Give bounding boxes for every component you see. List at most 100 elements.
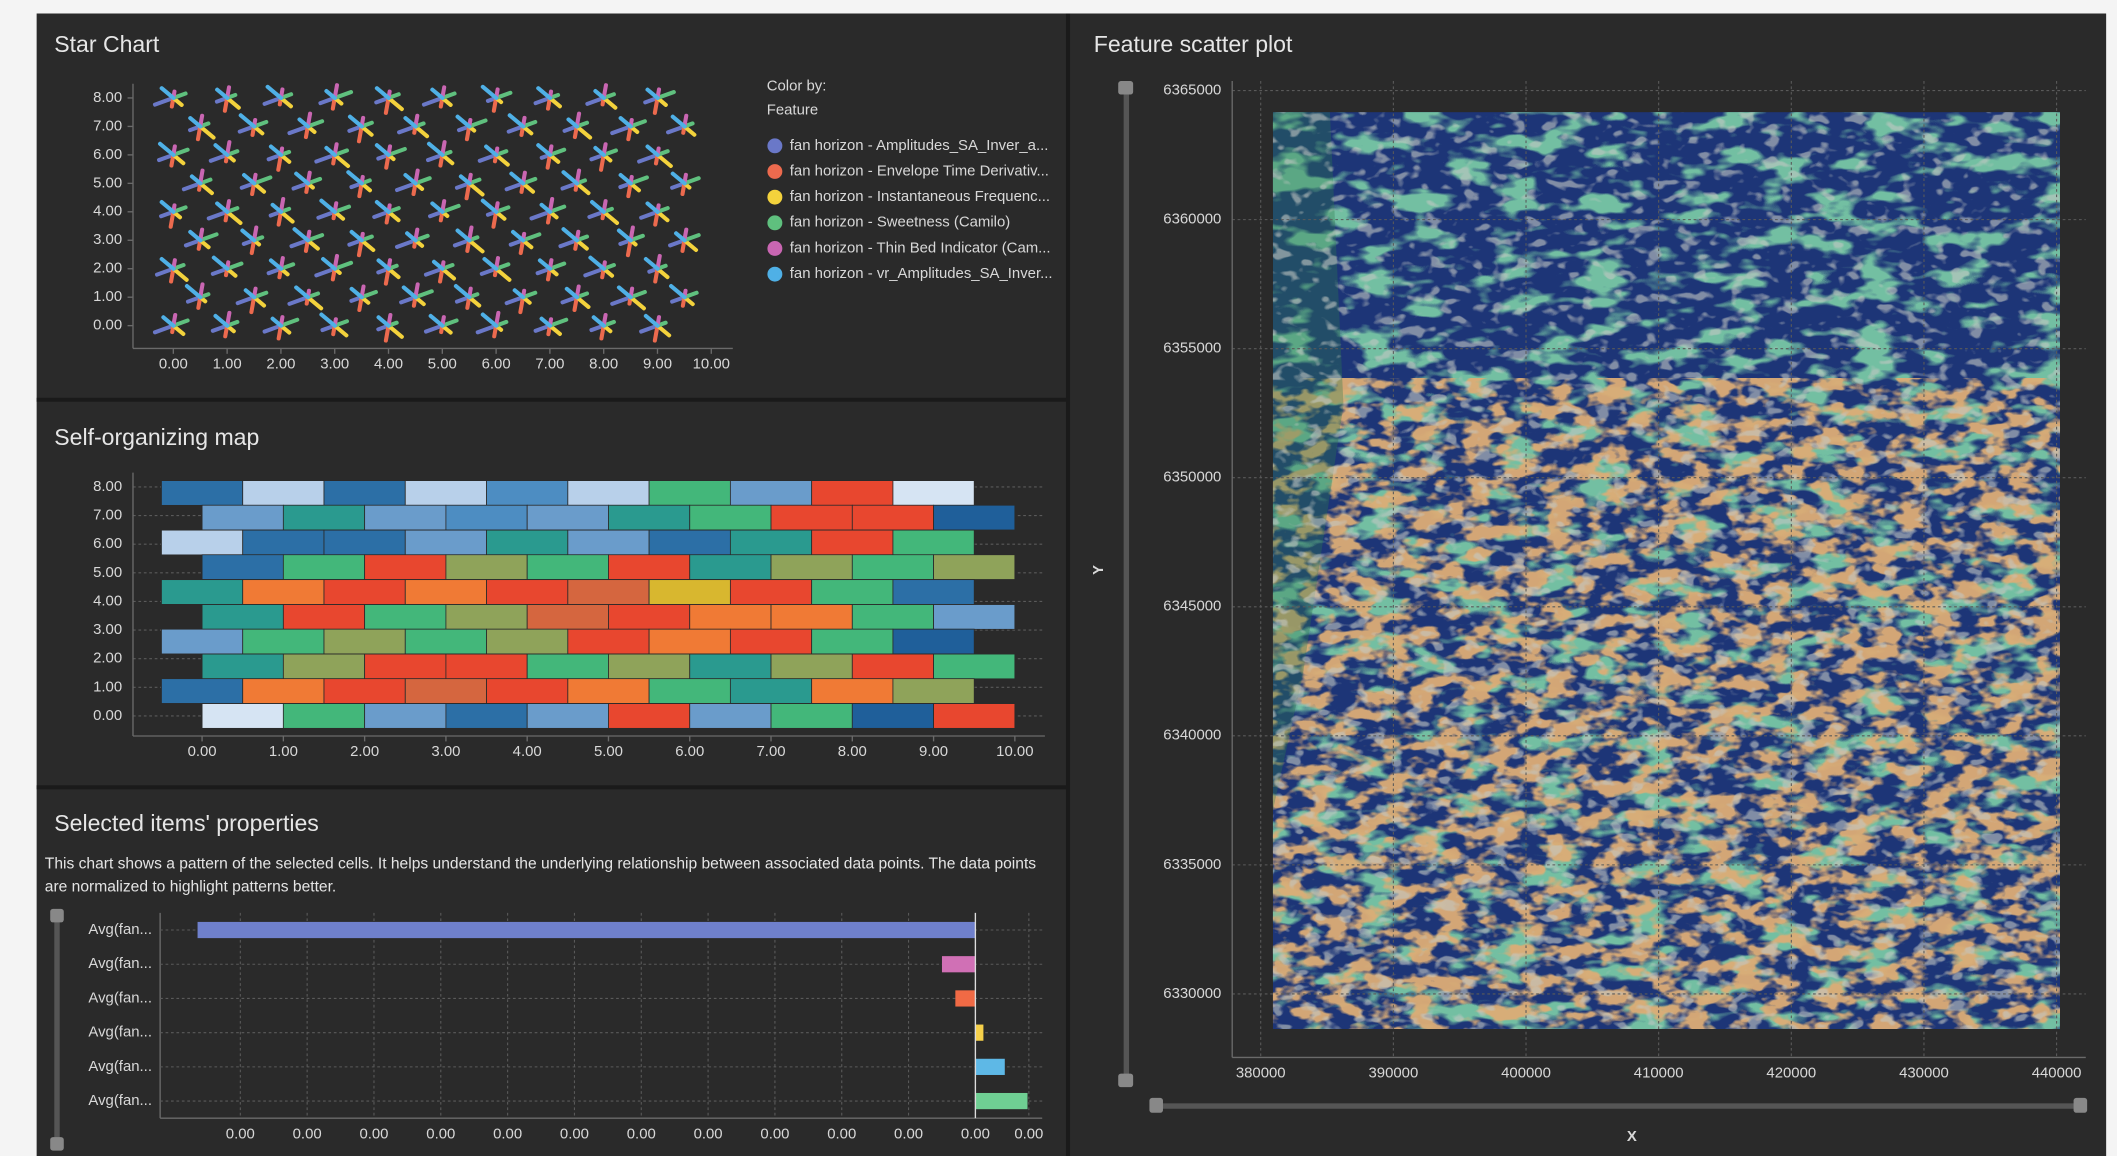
som-cell bbox=[283, 704, 364, 729]
x-tick-label: 380000 bbox=[1236, 1066, 1286, 1082]
som-cell bbox=[487, 530, 568, 555]
x-tick-label: 420000 bbox=[1766, 1066, 1816, 1082]
som-cell bbox=[405, 679, 486, 704]
slider-handle[interactable] bbox=[1118, 1074, 1133, 1088]
som-cell bbox=[405, 629, 486, 654]
som-cell bbox=[568, 629, 649, 654]
som-cell bbox=[202, 505, 283, 530]
som-cell bbox=[934, 505, 1015, 530]
som-cell bbox=[934, 654, 1015, 679]
som-cell bbox=[812, 580, 893, 605]
som-cell bbox=[365, 704, 446, 729]
x-tick-label: 0.00 bbox=[894, 1126, 923, 1142]
x-tick-label: 3.00 bbox=[320, 357, 349, 373]
legend-label: fan horizon - vr_Amplitudes_SA_Inver... bbox=[790, 266, 1053, 282]
som-cell bbox=[690, 605, 771, 630]
som-cell bbox=[934, 605, 1015, 630]
x-tick-label: 5.00 bbox=[428, 357, 457, 373]
y-tick-label: 7.00 bbox=[93, 118, 122, 134]
som-cell bbox=[324, 679, 405, 704]
som-cell bbox=[405, 481, 486, 506]
y-tick-label: 2.00 bbox=[93, 261, 122, 277]
som-cell bbox=[243, 629, 324, 654]
legend-label: fan horizon - Amplitudes_SA_Inver_a... bbox=[790, 138, 1049, 154]
som-cell bbox=[608, 555, 689, 580]
x-tick-label: 0.00 bbox=[359, 1126, 388, 1142]
panel-title: Star Chart bbox=[54, 31, 160, 57]
y-tick-label: 8.00 bbox=[93, 479, 122, 495]
som-cell bbox=[812, 679, 893, 704]
som-cell bbox=[324, 629, 405, 654]
som-cell bbox=[852, 505, 933, 530]
som-cell bbox=[852, 605, 933, 630]
som-cell bbox=[649, 629, 730, 654]
legend-subtitle: Feature bbox=[767, 103, 818, 119]
som-cell bbox=[446, 505, 527, 530]
slider-handle[interactable] bbox=[1118, 81, 1133, 95]
y-tick-label: 8.00 bbox=[93, 90, 122, 106]
x-tick-label: 440000 bbox=[2032, 1066, 2082, 1082]
x-tick-label: 10.00 bbox=[996, 744, 1033, 760]
som-cell bbox=[893, 580, 974, 605]
scatter-texture bbox=[1262, 112, 2060, 1029]
som-cell bbox=[730, 580, 811, 605]
som-cell bbox=[690, 505, 771, 530]
legend-swatch bbox=[767, 215, 782, 230]
som-cell bbox=[243, 481, 324, 506]
som-cell bbox=[161, 629, 242, 654]
y-tick-label: Avg(fan... bbox=[88, 956, 152, 972]
som-cell bbox=[812, 629, 893, 654]
y-tick-label: 6365000 bbox=[1163, 83, 1221, 99]
legend-label: fan horizon - Thin Bed Indicator (Cam... bbox=[790, 240, 1051, 256]
som-cell bbox=[608, 505, 689, 530]
x-tick-label: 430000 bbox=[1899, 1066, 1949, 1082]
y-tick-label: 0.00 bbox=[93, 708, 122, 724]
som-cell bbox=[405, 580, 486, 605]
som-cell bbox=[812, 481, 893, 506]
x-tick-label: 0.00 bbox=[627, 1126, 656, 1142]
som-cell bbox=[487, 580, 568, 605]
legend-label: fan horizon - Envelope Time Derivativ... bbox=[790, 163, 1049, 179]
y-tick-label: 4.00 bbox=[93, 204, 122, 220]
y-tick-label: 7.00 bbox=[93, 508, 122, 524]
slider-handle[interactable] bbox=[50, 909, 64, 923]
slider-handle[interactable] bbox=[1149, 1098, 1163, 1113]
som-cell bbox=[852, 555, 933, 580]
x-tick-label: 0.00 bbox=[1014, 1126, 1043, 1142]
bar bbox=[955, 990, 975, 1006]
som-cell bbox=[365, 555, 446, 580]
y-tick-label: 6330000 bbox=[1163, 986, 1221, 1002]
x-tick-label: 6.00 bbox=[675, 744, 704, 760]
som-cell bbox=[568, 530, 649, 555]
som-cell bbox=[771, 555, 852, 580]
x-tick-label: 10.00 bbox=[693, 357, 730, 373]
bar bbox=[942, 956, 975, 972]
som-cell bbox=[608, 605, 689, 630]
dashboard: Star Chart Color by: Feature Self-organi… bbox=[0, 0, 2117, 1156]
y-tick-label: 3.00 bbox=[93, 232, 122, 248]
som-cell bbox=[161, 580, 242, 605]
slider-handle[interactable] bbox=[50, 1137, 64, 1151]
x-tick-label: 5.00 bbox=[594, 744, 623, 760]
x-tick-label: 3.00 bbox=[431, 744, 460, 760]
som-cell bbox=[730, 629, 811, 654]
som-cell bbox=[243, 530, 324, 555]
x-tick-label: 2.00 bbox=[350, 744, 379, 760]
som-cell bbox=[283, 555, 364, 580]
x-tick-label: 0.00 bbox=[159, 357, 188, 373]
x-tick-label: 0.00 bbox=[961, 1126, 990, 1142]
som-cell bbox=[568, 580, 649, 605]
som-cell bbox=[771, 605, 852, 630]
x-tick-label: 7.00 bbox=[757, 744, 786, 760]
legend-swatch bbox=[767, 138, 782, 153]
x-tick-label: 0.00 bbox=[493, 1126, 522, 1142]
slider-handle[interactable] bbox=[2074, 1098, 2088, 1113]
panel-title: Selected items' properties bbox=[54, 810, 319, 836]
x-tick-label: 8.00 bbox=[589, 357, 618, 373]
y-tick-label: 5.00 bbox=[93, 565, 122, 581]
x-tick-label: 0.00 bbox=[426, 1126, 455, 1142]
bar bbox=[975, 1093, 1027, 1109]
legend-swatch bbox=[767, 190, 782, 205]
x-tick-label: 7.00 bbox=[535, 357, 564, 373]
y-tick-label: 6340000 bbox=[1163, 728, 1221, 744]
